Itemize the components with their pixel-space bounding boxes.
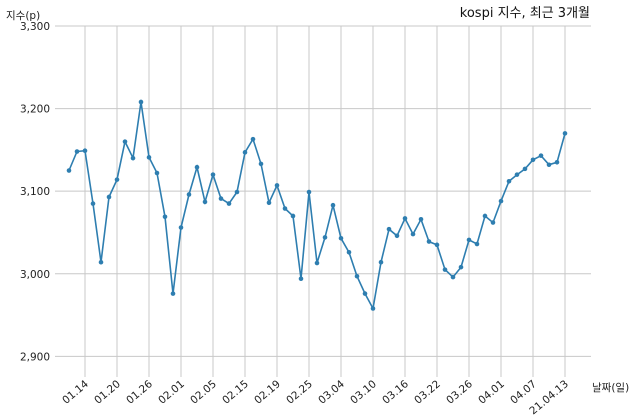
x-tick-label: 02.19: [252, 378, 283, 407]
y-tick-label: 2,900: [20, 351, 50, 363]
data-point: [434, 242, 440, 248]
x-tick-label: 02.15: [220, 378, 251, 407]
y-tick-label: 3,200: [20, 104, 50, 116]
data-point: [106, 194, 112, 200]
data-point: [426, 239, 432, 244]
data-point: [490, 220, 496, 225]
x-tick-label: 01.20: [92, 378, 123, 407]
data-point: [242, 150, 248, 155]
data-point: [306, 189, 312, 195]
data-point: [498, 198, 504, 204]
data-point: [250, 136, 256, 142]
data-point: [202, 199, 208, 205]
data-point: [154, 170, 160, 176]
x-tick-label: 03.22: [412, 378, 443, 407]
x-tick-label: 02.01: [156, 378, 187, 407]
data-point: [274, 183, 280, 188]
data-point: [282, 206, 288, 211]
data-point: [170, 291, 176, 296]
data-point: [402, 216, 408, 221]
y-tick-label: 3,300: [20, 21, 50, 33]
data-point: [98, 259, 104, 265]
data-point: [522, 166, 528, 172]
data-point: [218, 196, 224, 201]
y-axis-label: 지수(p): [6, 10, 40, 22]
data-point: [562, 131, 568, 136]
data-point: [538, 153, 544, 158]
x-tick-label: 01.26: [124, 378, 155, 407]
data-point: [210, 172, 216, 177]
x-tick-label: 04.01: [476, 378, 507, 407]
data-point: [74, 149, 80, 154]
data-point: [114, 177, 120, 182]
data-point: [418, 216, 424, 222]
data-point: [322, 235, 328, 240]
data-point: [82, 148, 88, 154]
data-point: [354, 273, 360, 279]
data-point: [338, 235, 344, 241]
data-point: [194, 164, 200, 170]
data-point: [122, 139, 128, 144]
x-tick-label: 02.05: [188, 378, 219, 407]
y-tick-label: 3,100: [20, 186, 50, 198]
data-point: [482, 213, 488, 219]
x-tick-label: 03.16: [380, 378, 411, 407]
data-point: [138, 99, 144, 105]
chart-title: kospi 지수, 최근 3개월: [460, 6, 590, 21]
data-point: [554, 159, 560, 165]
data-point: [386, 226, 392, 232]
data-point: [546, 162, 552, 168]
data-point: [314, 260, 320, 266]
x-tick-label: 03.26: [444, 378, 475, 407]
data-point: [226, 201, 232, 206]
y-tick-label: 3,000: [20, 269, 50, 281]
data-point: [530, 157, 536, 163]
x-axis-label: 날짜(일): [592, 381, 629, 394]
data-point: [186, 192, 192, 197]
data-point: [162, 214, 168, 220]
data-point: [234, 189, 240, 195]
data-point: [378, 259, 384, 265]
x-tick-label: 03.10: [348, 378, 379, 407]
data-point: [506, 178, 512, 184]
series-line: [68, 101, 566, 311]
data-point: [466, 237, 472, 243]
data-point: [442, 267, 448, 272]
data-point: [330, 202, 336, 208]
data-point: [362, 291, 368, 296]
data-point: [266, 200, 272, 206]
data-point: [394, 233, 400, 239]
data-point: [514, 172, 520, 177]
data-point: [346, 249, 352, 255]
data-point: [370, 306, 376, 311]
data-point: [298, 276, 304, 282]
data-point: [450, 274, 456, 280]
x-tick-label: 03.04: [316, 378, 347, 407]
data-point: [130, 155, 136, 161]
x-tick-label: 02.25: [284, 378, 315, 407]
data-point: [410, 231, 416, 237]
data-point: [474, 241, 480, 247]
data-point: [66, 168, 72, 173]
x-tick-label: 01.14: [60, 378, 91, 407]
data-point: [458, 264, 464, 270]
data-point: [146, 155, 152, 160]
data-point: [90, 201, 96, 206]
data-point: [290, 213, 296, 219]
data-point: [258, 161, 264, 167]
data-point: [178, 225, 184, 230]
